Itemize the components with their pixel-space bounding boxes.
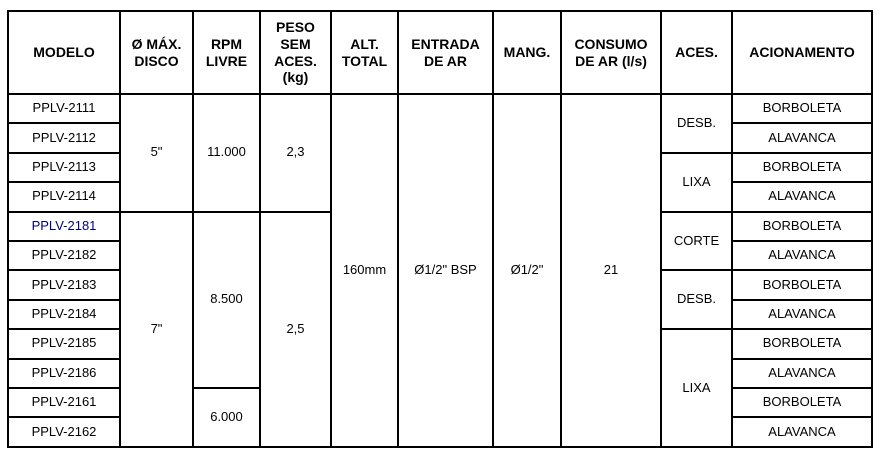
cell-model: PPLV-2113 [7, 151, 121, 184]
cell-rpm-8500: 8.500 [192, 210, 261, 390]
header-modelo: MODELO [7, 10, 121, 95]
table-row: PPLV-2113 LIXA BORBOLETA [7, 151, 873, 213]
cell-peso-2-3: 2,3 [259, 93, 332, 213]
header-disco-max: Ø MÁX. DISCO [119, 10, 194, 95]
cell-model: PPLV-2183 [7, 269, 121, 301]
header-entrada-ar: ENTRADA DE AR [397, 10, 494, 95]
cell-model: PPLV-2184 [7, 298, 121, 331]
header-acessorio: ACES. [660, 10, 733, 95]
cell-aces-desb-2: DESB. [660, 269, 733, 331]
cell-acionamento: BORBOLETA [731, 151, 873, 184]
product-spec-table: MODELO Ø MÁX. DISCO RPM LIVRE PESO SEM A… [7, 10, 873, 449]
table-row: PPLV-2183 DESB. BORBOLETA [7, 269, 873, 331]
cell-model: PPLV-2111 [7, 92, 121, 125]
cell-acionamento: ALAVANCA [731, 122, 873, 154]
table-row: PPLV-2182 ALAVANCA [7, 240, 873, 272]
cell-acionamento: BORBOLETA [731, 92, 873, 125]
cell-aces-corte: CORTE [660, 210, 733, 272]
cell-entrada-ar: Ø1/2" BSP [397, 93, 494, 448]
cell-acionamento: ALAVANCA [731, 357, 873, 390]
cell-model: PPLV-2161 [7, 387, 121, 419]
cell-acionamento-highlighted: BORBOLETA [731, 210, 873, 243]
cell-alt-total: 160mm [330, 93, 399, 448]
table-row: PPLV-2162 ALAVANCA [7, 416, 873, 448]
table-row: PPLV-2114 ALAVANCA [7, 181, 873, 213]
header-acionamento: ACIONAMENTO [731, 10, 873, 95]
cell-acionamento: BORBOLETA [731, 387, 873, 419]
cell-aces-lixa-2: LIXA [660, 328, 733, 448]
cell-rpm-6000: 6.000 [192, 387, 261, 448]
table-row: PPLV-2161 6.000 BORBOLETA [7, 387, 873, 448]
cell-disco-5: 5" [119, 93, 194, 213]
table-row: PPLV-2185 LIXA BORBOLETA [7, 328, 873, 448]
table-row: PPLV-2184 ALAVANCA [7, 298, 873, 331]
cell-aces-desb-1: DESB. [660, 93, 733, 154]
header-consumo-ar: CONSUMO DE AR (l/s) [560, 10, 662, 95]
table-row: PPLV-2181 7" 8.500 2,5 CORTE BORBOLETA [7, 210, 873, 449]
cell-model: PPLV-2162 [7, 416, 121, 448]
cell-consumo-ar: 21 [560, 93, 662, 448]
header-peso: PESO SEM ACES. (kg) [259, 10, 332, 95]
cell-acionamento: BORBOLETA [731, 269, 873, 301]
cell-model: PPLV-2112 [7, 122, 121, 154]
header-mangueira: MANG. [492, 10, 562, 95]
table-row: PPLV-2111 5" 11.000 2,3 160mm Ø1/2" BSP … [7, 92, 873, 448]
table-row: PPLV-2112 ALAVANCA [7, 122, 873, 154]
cell-acionamento: ALAVANCA [731, 240, 873, 272]
cell-model-highlighted: PPLV-2181 [7, 210, 121, 243]
cell-rpm-11000: 11.000 [192, 93, 261, 213]
header-alt-total: ALT. TOTAL [330, 10, 399, 95]
cell-mangueira: Ø1/2" [492, 93, 562, 448]
cell-model: PPLV-2185 [7, 328, 121, 360]
cell-peso-2-5: 2,5 [259, 210, 332, 449]
cell-acionamento: ALAVANCA [731, 181, 873, 213]
table-row: PPLV-2186 ALAVANCA [7, 357, 873, 390]
cell-model: PPLV-2182 [7, 240, 121, 272]
cell-model: PPLV-2186 [7, 357, 121, 390]
header-row: MODELO Ø MÁX. DISCO RPM LIVRE PESO SEM A… [7, 10, 873, 95]
cell-model: PPLV-2114 [7, 181, 121, 213]
cell-aces-lixa-1: LIXA [660, 151, 733, 213]
cell-acionamento: ALAVANCA [731, 416, 873, 448]
cell-acionamento: BORBOLETA [731, 328, 873, 360]
cell-acionamento: ALAVANCA [731, 298, 873, 331]
header-rpm-livre: RPM LIVRE [192, 10, 261, 95]
cell-disco-7: 7" [119, 210, 194, 449]
